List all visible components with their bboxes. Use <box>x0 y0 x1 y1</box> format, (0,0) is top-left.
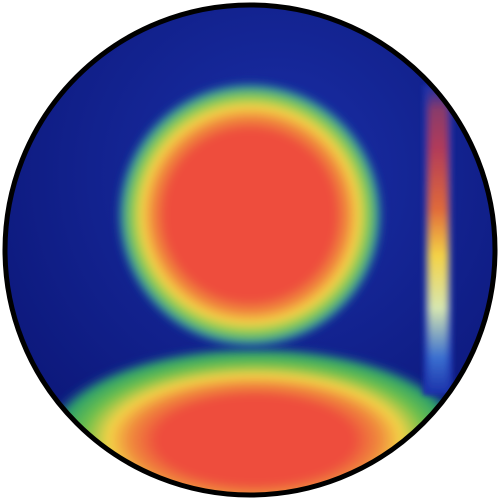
head-heat <box>115 80 385 350</box>
side-gradient-strip <box>423 85 453 395</box>
